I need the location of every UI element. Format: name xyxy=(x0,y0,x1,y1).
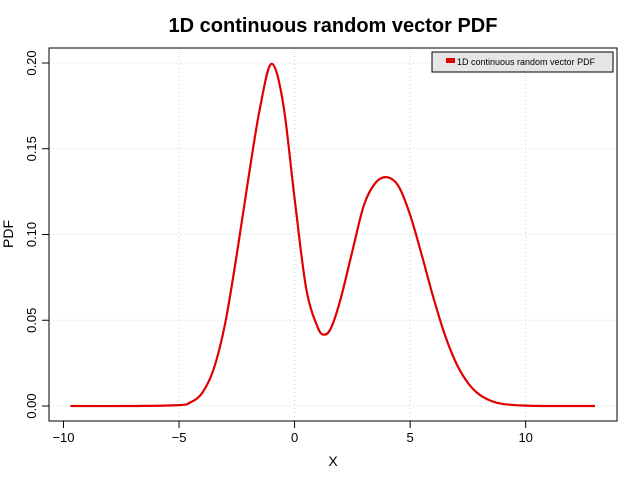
x-tick-label: 5 xyxy=(407,430,414,445)
y-axis-label: PDF xyxy=(0,220,16,248)
x-tick-label: 0 xyxy=(291,430,298,445)
series-layer xyxy=(70,62,596,408)
x-tick-label: 10 xyxy=(518,430,532,445)
y-tick-label: 0.10 xyxy=(24,222,39,247)
x-axis-label: X xyxy=(328,453,338,469)
legend-swatch xyxy=(446,58,455,63)
x-tick-label: −5 xyxy=(172,430,187,445)
y-tick-label: 0.05 xyxy=(24,308,39,333)
chart-title: 1D continuous random vector PDF xyxy=(169,15,498,37)
series-line xyxy=(70,62,596,408)
legend: 1D continuous random vector PDF xyxy=(431,51,614,73)
legend-entry: 1D continuous random vector PDF xyxy=(457,57,596,67)
grid-lines xyxy=(49,48,617,421)
y-tick-label: 0.20 xyxy=(24,50,39,75)
y-tick-label: 0.15 xyxy=(24,136,39,161)
x-tick-label: −10 xyxy=(52,430,74,445)
legend-box xyxy=(431,51,614,73)
x-axis: −10 −5 0 5 10 xyxy=(52,421,533,445)
y-tick-label: 0.00 xyxy=(24,393,39,418)
y-axis: 0.00 0.05 0.10 0.15 0.20 xyxy=(24,50,49,419)
